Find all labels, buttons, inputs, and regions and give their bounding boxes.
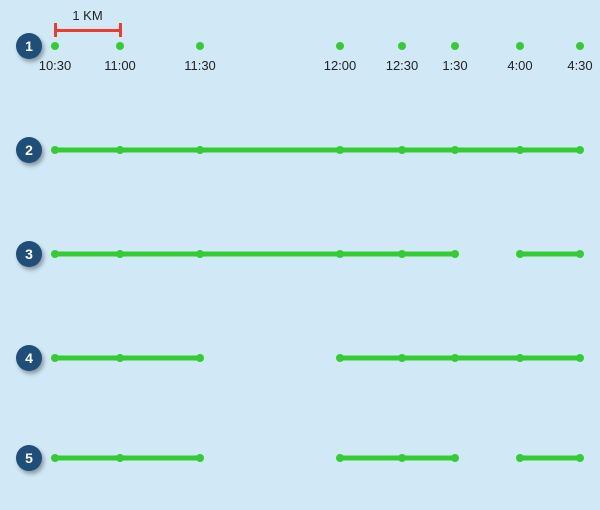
scale-bar-cap-right [119, 23, 122, 37]
scale-bar-cap-left [54, 23, 57, 37]
scale-bar: 1 KM [0, 0, 600, 510]
scale-bar-line [55, 29, 120, 32]
scale-bar-label: 1 KM [72, 8, 102, 23]
diagram-stage: 110:3011:0011:3012:0012:301:304:004:3023… [0, 0, 600, 510]
